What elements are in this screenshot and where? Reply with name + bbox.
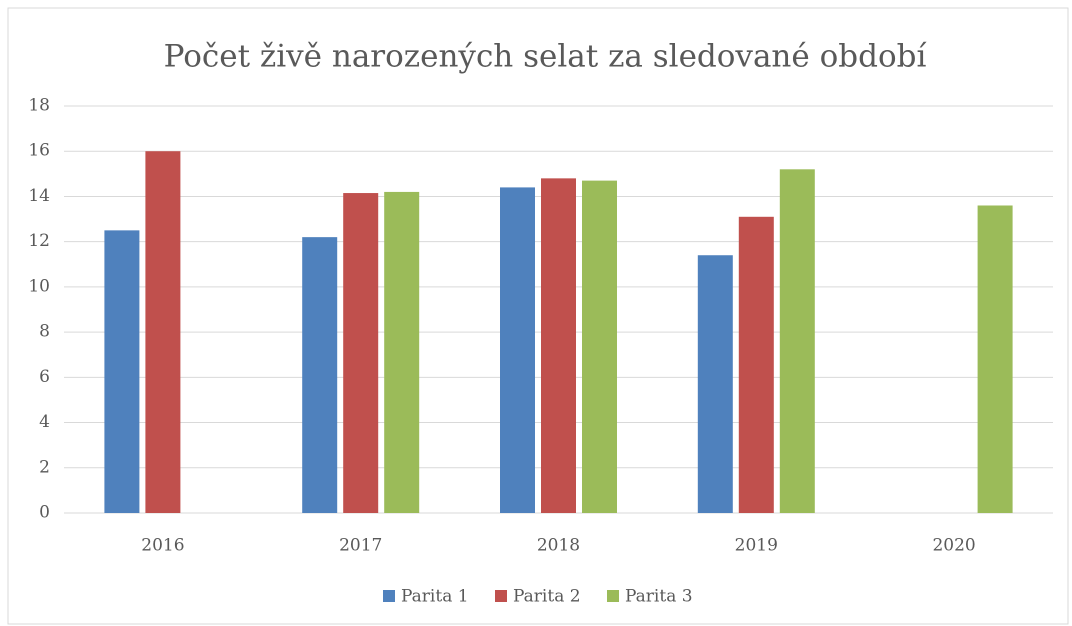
bar (104, 230, 140, 513)
bar (738, 216, 774, 514)
y-tick-label: 0 (39, 503, 50, 523)
x-tick-label: 2020 (932, 536, 975, 556)
y-tick-label: 4 (39, 412, 50, 432)
y-tick-label: 2 (39, 457, 50, 477)
y-tick-label: 8 (39, 322, 50, 342)
y-tick-label: 10 (28, 276, 50, 296)
legend-label: Parita 3 (625, 587, 693, 607)
y-tick-label: 12 (28, 231, 50, 251)
chart-border (7, 7, 1069, 625)
legend-swatch (607, 590, 619, 602)
chart-title: Počet živě narozených selat za sledované… (164, 39, 928, 75)
bar (145, 151, 181, 513)
y-tick-label: 16 (28, 141, 50, 161)
bar (384, 191, 420, 513)
bar (697, 255, 733, 513)
bar (541, 178, 576, 513)
legend-swatch (383, 590, 395, 602)
y-tick-label: 18 (28, 96, 50, 116)
x-tick-label: 2017 (339, 536, 382, 556)
legend-label: Parita 1 (401, 587, 469, 607)
legend-swatch (495, 590, 507, 602)
bar (779, 169, 815, 514)
y-tick-label: 6 (39, 367, 50, 387)
y-tick-label: 14 (28, 186, 50, 206)
bar (500, 187, 535, 513)
bar (302, 237, 338, 513)
bar (582, 180, 617, 513)
legend-label: Parita 2 (513, 587, 581, 607)
x-tick-label: 2019 (735, 536, 778, 556)
bar (343, 193, 379, 513)
x-tick-label: 2018 (537, 536, 580, 556)
x-tick-label: 2016 (141, 536, 184, 556)
bar (977, 205, 1013, 513)
